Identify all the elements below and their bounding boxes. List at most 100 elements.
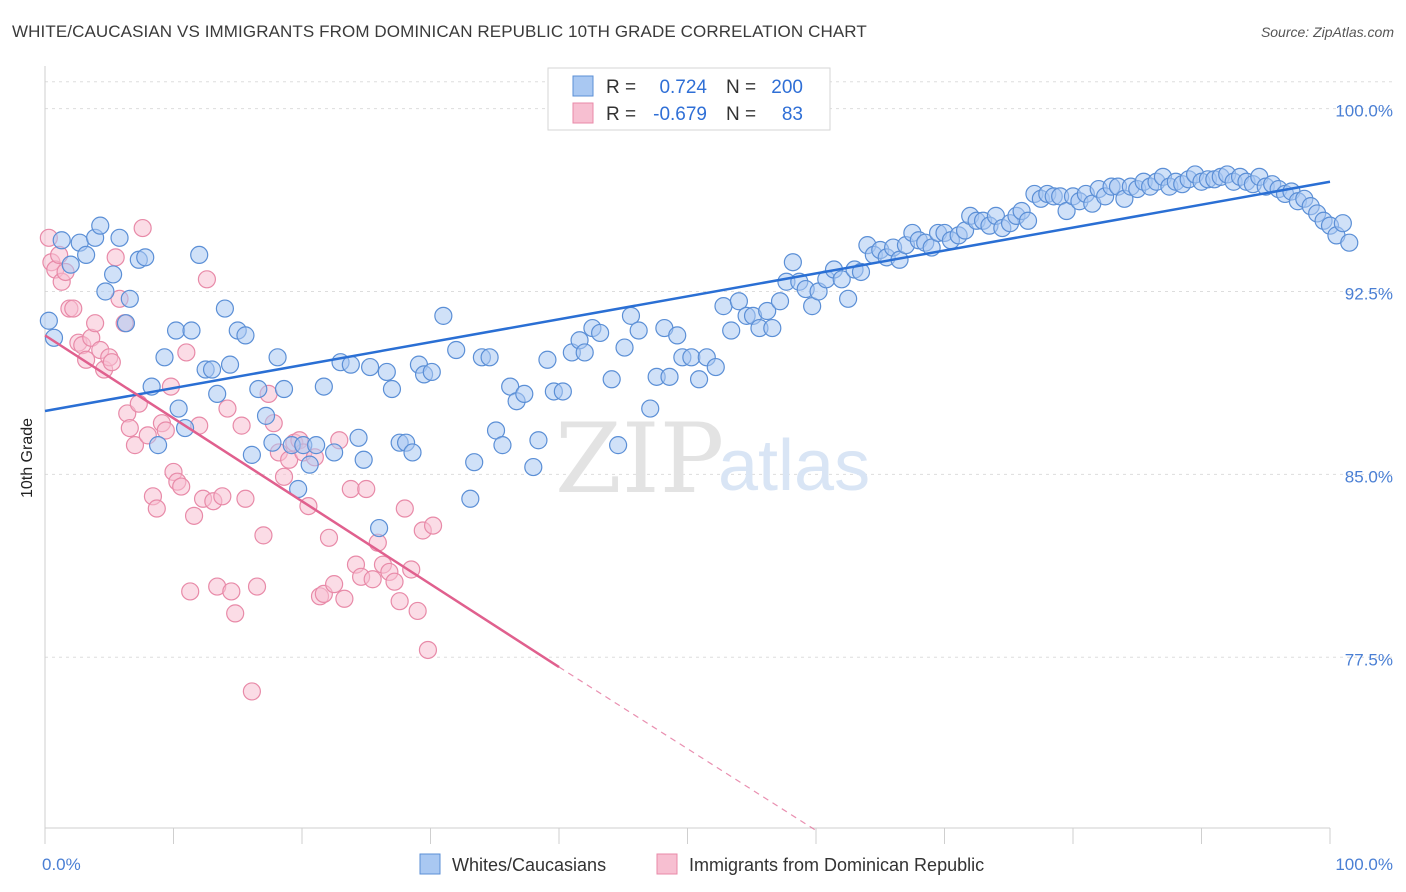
white-point <box>52 231 71 250</box>
dominican-point <box>395 499 414 518</box>
dominican-point <box>222 582 241 601</box>
dominican-point <box>218 399 237 418</box>
dominican-point <box>156 421 175 440</box>
dominican-point <box>125 436 145 455</box>
white-point <box>370 518 389 538</box>
zipatlas-watermark: ZIP atlas <box>555 403 870 515</box>
dominican-point <box>408 601 427 621</box>
white-point <box>682 348 701 367</box>
axes <box>44 66 1331 844</box>
stats-n-value-pink: 83 <box>782 104 803 125</box>
legend-label-dominican: Immigrants from Dominican Republic <box>689 855 984 875</box>
white-point <box>729 292 749 311</box>
dominican-point <box>319 528 339 547</box>
white-point <box>529 431 548 450</box>
white-point <box>166 321 186 340</box>
dominican-point <box>390 592 409 611</box>
white-point <box>202 360 222 379</box>
white-point <box>602 370 621 389</box>
white-point <box>1333 214 1352 233</box>
y-tick-label: 100.0% <box>1335 102 1393 121</box>
watermark-atlas: atlas <box>718 426 870 506</box>
white-point <box>615 338 634 357</box>
stats-n-label-blue: N = <box>726 77 756 98</box>
dominican-point <box>120 418 139 438</box>
white-point <box>155 348 174 367</box>
white-point <box>314 377 333 396</box>
source-label: Source: ZipAtlas.com <box>1260 24 1394 40</box>
white-point <box>763 318 782 338</box>
white-point <box>148 436 168 455</box>
dominican-point <box>242 682 261 701</box>
dominican-point <box>172 477 191 496</box>
y-tick-label: 92.5% <box>1345 284 1393 303</box>
stats-pink-swatch <box>572 102 594 124</box>
white-point <box>1340 233 1359 252</box>
stats-r-label-pink: R = <box>606 104 636 125</box>
white-point <box>575 343 594 362</box>
y-tick-labels: 77.5% 85.0% 92.5% 100.0% <box>1335 102 1393 670</box>
white-point <box>190 245 209 265</box>
y-axis-label: 10th Grade <box>19 418 36 498</box>
watermark-zip: ZIP <box>555 403 724 515</box>
white-point <box>461 489 480 508</box>
white-point <box>689 370 709 389</box>
stats-n-label-pink: N = <box>726 104 756 125</box>
trend-lines <box>44 180 1331 831</box>
white-point <box>377 362 396 382</box>
x-tick-label-end: 100.0% <box>1335 855 1393 874</box>
white-point <box>249 379 268 399</box>
white-point <box>220 355 240 374</box>
stats-r-value-pink: -0.679 <box>653 104 707 125</box>
white-point <box>361 357 380 377</box>
white-point <box>61 255 80 274</box>
white-point <box>136 248 155 267</box>
dominican-point <box>363 570 382 589</box>
dominican-trend-extension <box>558 666 817 831</box>
white-point <box>629 321 648 340</box>
white-point <box>524 457 543 477</box>
dominican-point <box>418 640 438 660</box>
white-point <box>538 350 557 369</box>
white-point <box>591 323 610 343</box>
white-point <box>714 297 733 316</box>
dominican-point <box>335 589 354 608</box>
white-point <box>354 450 373 469</box>
stats-r-value-blue: 0.724 <box>659 77 707 98</box>
white-point <box>515 384 534 404</box>
white-point <box>169 399 188 418</box>
white-point <box>609 436 628 455</box>
x-tick-labels: 0.0% 100.0% <box>42 855 1393 874</box>
dominican-point <box>423 516 443 535</box>
white-point <box>274 379 294 399</box>
white-point <box>722 321 741 340</box>
white-point <box>660 367 679 386</box>
white-point <box>403 443 422 462</box>
white-point <box>268 348 287 367</box>
dominican-point <box>254 526 273 545</box>
stats-r-label-blue: R = <box>606 77 636 98</box>
dominican-point <box>213 487 232 506</box>
dominican-point <box>385 572 404 591</box>
dominican-point <box>102 353 121 372</box>
white-point <box>120 289 139 308</box>
white-point <box>325 443 344 462</box>
white-point <box>208 384 227 404</box>
legend: Whites/Caucasians Immigrants from Domini… <box>419 853 984 875</box>
y-tick-label: 77.5% <box>1345 650 1393 669</box>
white-point <box>44 328 64 347</box>
white-point <box>349 428 368 447</box>
dominican-point <box>247 577 267 596</box>
y-tick-label: 85.0% <box>1345 467 1393 486</box>
dominican-point <box>129 394 148 413</box>
dominican-point <box>197 270 217 289</box>
white-point <box>434 306 453 325</box>
legend-pink-swatch <box>656 853 678 875</box>
dominican-point <box>325 575 344 594</box>
legend-label-whites: Whites/Caucasians <box>452 855 606 875</box>
white-point <box>839 289 858 308</box>
stats-n-value-blue: 200 <box>771 77 803 98</box>
white-point <box>1018 211 1038 230</box>
stats-blue-swatch <box>572 75 594 97</box>
